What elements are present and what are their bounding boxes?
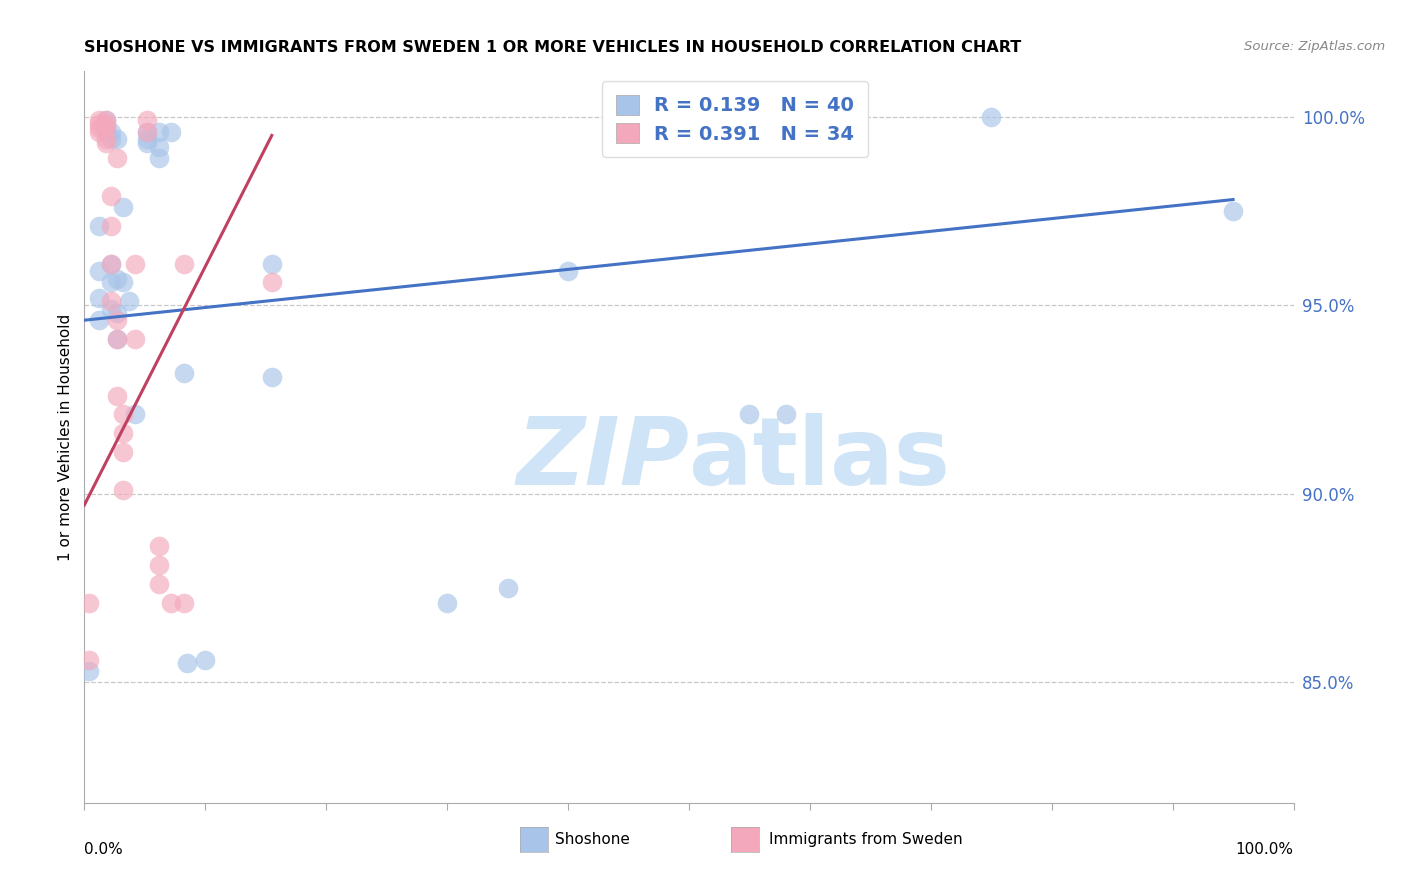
Text: atlas: atlas: [689, 413, 950, 505]
Point: [148, 140, 170, 154]
Text: 0.0%: 0.0%: [84, 842, 124, 856]
Point: [136, 132, 159, 146]
Point: [1222, 203, 1244, 218]
Point: [124, 408, 146, 422]
Point: [87, 113, 110, 128]
Point: [100, 125, 122, 139]
Point: [94, 113, 117, 128]
Point: [77, 596, 100, 610]
Y-axis label: 1 or more Vehicles in Household: 1 or more Vehicles in Household: [58, 313, 73, 561]
Text: ZIP: ZIP: [516, 413, 689, 505]
Point: [77, 652, 100, 666]
Point: [136, 125, 159, 139]
Point: [87, 219, 110, 233]
Point: [496, 581, 519, 595]
Point: [105, 389, 128, 403]
Point: [160, 125, 183, 139]
Point: [148, 558, 170, 573]
Point: [87, 117, 110, 131]
Point: [94, 120, 117, 135]
Point: [173, 596, 195, 610]
Point: [105, 332, 128, 346]
Point: [94, 120, 117, 135]
Point: [100, 219, 122, 233]
Point: [87, 291, 110, 305]
Point: [557, 264, 579, 278]
Point: [100, 132, 122, 146]
Point: [100, 301, 122, 316]
Point: [100, 276, 122, 290]
Point: [136, 113, 159, 128]
Point: [112, 483, 135, 497]
Point: [148, 540, 170, 554]
Point: [176, 657, 198, 671]
Point: [87, 264, 110, 278]
Point: [87, 313, 110, 327]
Point: [436, 596, 458, 610]
Point: [105, 313, 128, 327]
Point: [100, 188, 122, 202]
Point: [100, 294, 122, 309]
Text: Immigrants from Sweden: Immigrants from Sweden: [769, 832, 963, 847]
Point: [148, 577, 170, 591]
Point: [738, 408, 761, 422]
Point: [148, 125, 170, 139]
Point: [105, 271, 128, 285]
Text: 100.0%: 100.0%: [1236, 842, 1294, 856]
Point: [173, 257, 195, 271]
Point: [118, 294, 141, 309]
Point: [112, 276, 135, 290]
Point: [94, 136, 117, 150]
Point: [260, 276, 283, 290]
Point: [980, 110, 1002, 124]
Point: [124, 257, 146, 271]
Point: [105, 306, 128, 320]
Text: Source: ZipAtlas.com: Source: ZipAtlas.com: [1244, 40, 1385, 54]
Point: [260, 369, 283, 384]
Point: [124, 332, 146, 346]
Text: SHOSHONE VS IMMIGRANTS FROM SWEDEN 1 OR MORE VEHICLES IN HOUSEHOLD CORRELATION C: SHOSHONE VS IMMIGRANTS FROM SWEDEN 1 OR …: [84, 40, 1022, 55]
Point: [136, 136, 159, 150]
Point: [87, 120, 110, 135]
Point: [105, 332, 128, 346]
Point: [94, 113, 117, 128]
Text: Shoshone: Shoshone: [555, 832, 630, 847]
Point: [94, 132, 117, 146]
Point: [100, 257, 122, 271]
Point: [94, 117, 117, 131]
Point: [160, 596, 183, 610]
Point: [112, 408, 135, 422]
Point: [194, 652, 217, 666]
Point: [112, 445, 135, 459]
Point: [100, 257, 122, 271]
Point: [112, 200, 135, 214]
Point: [136, 125, 159, 139]
Legend: R = 0.139   N = 40, R = 0.391   N = 34: R = 0.139 N = 40, R = 0.391 N = 34: [602, 81, 868, 157]
Point: [775, 408, 797, 422]
Point: [260, 257, 283, 271]
Point: [173, 366, 195, 380]
Point: [112, 426, 135, 441]
Point: [77, 664, 100, 678]
Point: [148, 151, 170, 165]
Point: [94, 125, 117, 139]
Point: [105, 151, 128, 165]
Point: [105, 132, 128, 146]
Point: [87, 125, 110, 139]
